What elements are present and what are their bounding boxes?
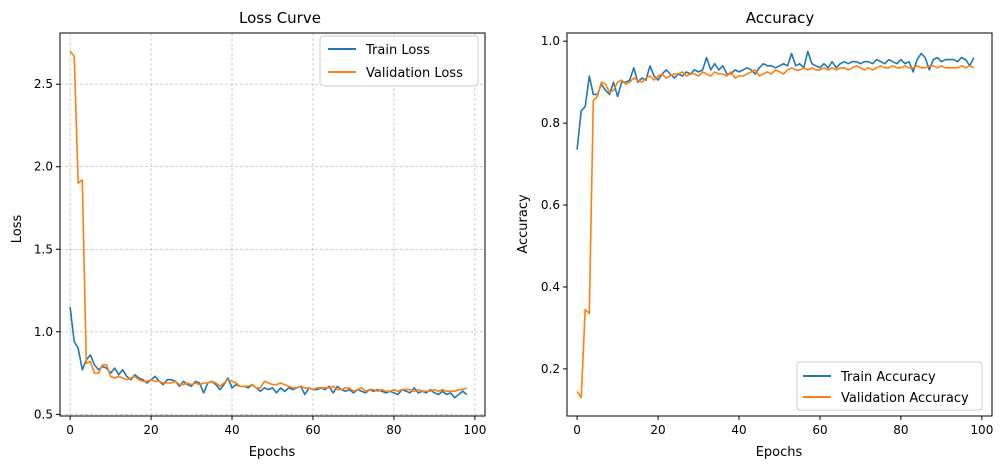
accuracy-xtick-label-4: 80 <box>893 423 908 437</box>
accuracy-xtick-label-3: 60 <box>812 423 827 437</box>
loss-chart: Loss Curve Epochs Loss 0 20 40 60 80 100 0.5 1.… <box>10 9 486 460</box>
accuracy-xtick-label-1: 20 <box>650 423 665 437</box>
loss-legend: Train Loss Validation Loss <box>319 35 479 87</box>
loss-ytick-label-0: 0.5 <box>34 407 53 421</box>
accuracy-ytick-label-3: 0.8 <box>541 116 560 130</box>
accuracy-plot-area: 0 20 40 60 80 100 0.2 0.4 0.6 0.8 1.0 <box>541 32 993 437</box>
accuracy-series-line-0 <box>576 50 975 150</box>
loss-legend-label-train: Train Loss <box>365 43 430 58</box>
accuracy-xtick-label-2: 40 <box>731 423 746 437</box>
loss-plot-area: 0 20 40 60 80 100 0.5 1.0 1.5 2.0 2.5 <box>34 32 486 437</box>
accuracy-chart-title: Accuracy <box>746 9 815 27</box>
accuracy-xtick-label-0: 0 <box>573 423 581 437</box>
loss-axes-frame <box>59 32 486 417</box>
loss-ytick-label-1: 1.0 <box>34 325 53 339</box>
loss-ytick-label-2: 1.5 <box>34 242 53 256</box>
accuracy-series-line-1 <box>576 65 975 399</box>
loss-chart-ylabel: Loss <box>10 215 25 244</box>
loss-legend-label-validation: Validation Loss <box>366 66 463 81</box>
accuracy-axes-frame <box>566 32 993 417</box>
accuracy-chart: Accuracy Epochs Accuracy 0 20 40 60 80 100 0.2… <box>516 9 993 460</box>
loss-xtick-label-3: 60 <box>305 423 320 437</box>
loss-series-line-0 <box>69 306 468 399</box>
loss-xtick-label-0: 0 <box>66 423 74 437</box>
accuracy-ytick-label-1: 0.4 <box>541 280 560 294</box>
accuracy-chart-ylabel: Accuracy <box>516 194 531 254</box>
loss-legend-box <box>319 35 479 87</box>
loss-series-line-1 <box>69 50 468 393</box>
accuracy-ytick-label-2: 0.6 <box>541 198 560 212</box>
accuracy-legend-box <box>796 361 983 411</box>
loss-chart-xlabel: Epochs <box>249 445 296 460</box>
accuracy-legend-label-validation: Validation Accuracy <box>841 391 969 406</box>
accuracy-ytick-label-4: 1.0 <box>541 34 560 48</box>
accuracy-legend: Train Accuracy Validation Accuracy <box>796 361 983 411</box>
accuracy-chart-xlabel: Epochs <box>756 445 803 460</box>
accuracy-xtick-label-5: 100 <box>970 423 993 437</box>
accuracy-ytick-label-0: 0.2 <box>541 362 560 376</box>
loss-ytick-label-4: 2.5 <box>34 77 53 91</box>
loss-ytick-label-3: 2.0 <box>34 160 53 174</box>
loss-xtick-label-2: 40 <box>224 423 239 437</box>
accuracy-legend-label-train: Train Accuracy <box>840 370 936 385</box>
loss-chart-title: Loss Curve <box>239 9 321 27</box>
loss-xtick-label-4: 80 <box>386 423 401 437</box>
loss-xtick-label-5: 100 <box>463 423 486 437</box>
loss-xtick-label-1: 20 <box>143 423 158 437</box>
